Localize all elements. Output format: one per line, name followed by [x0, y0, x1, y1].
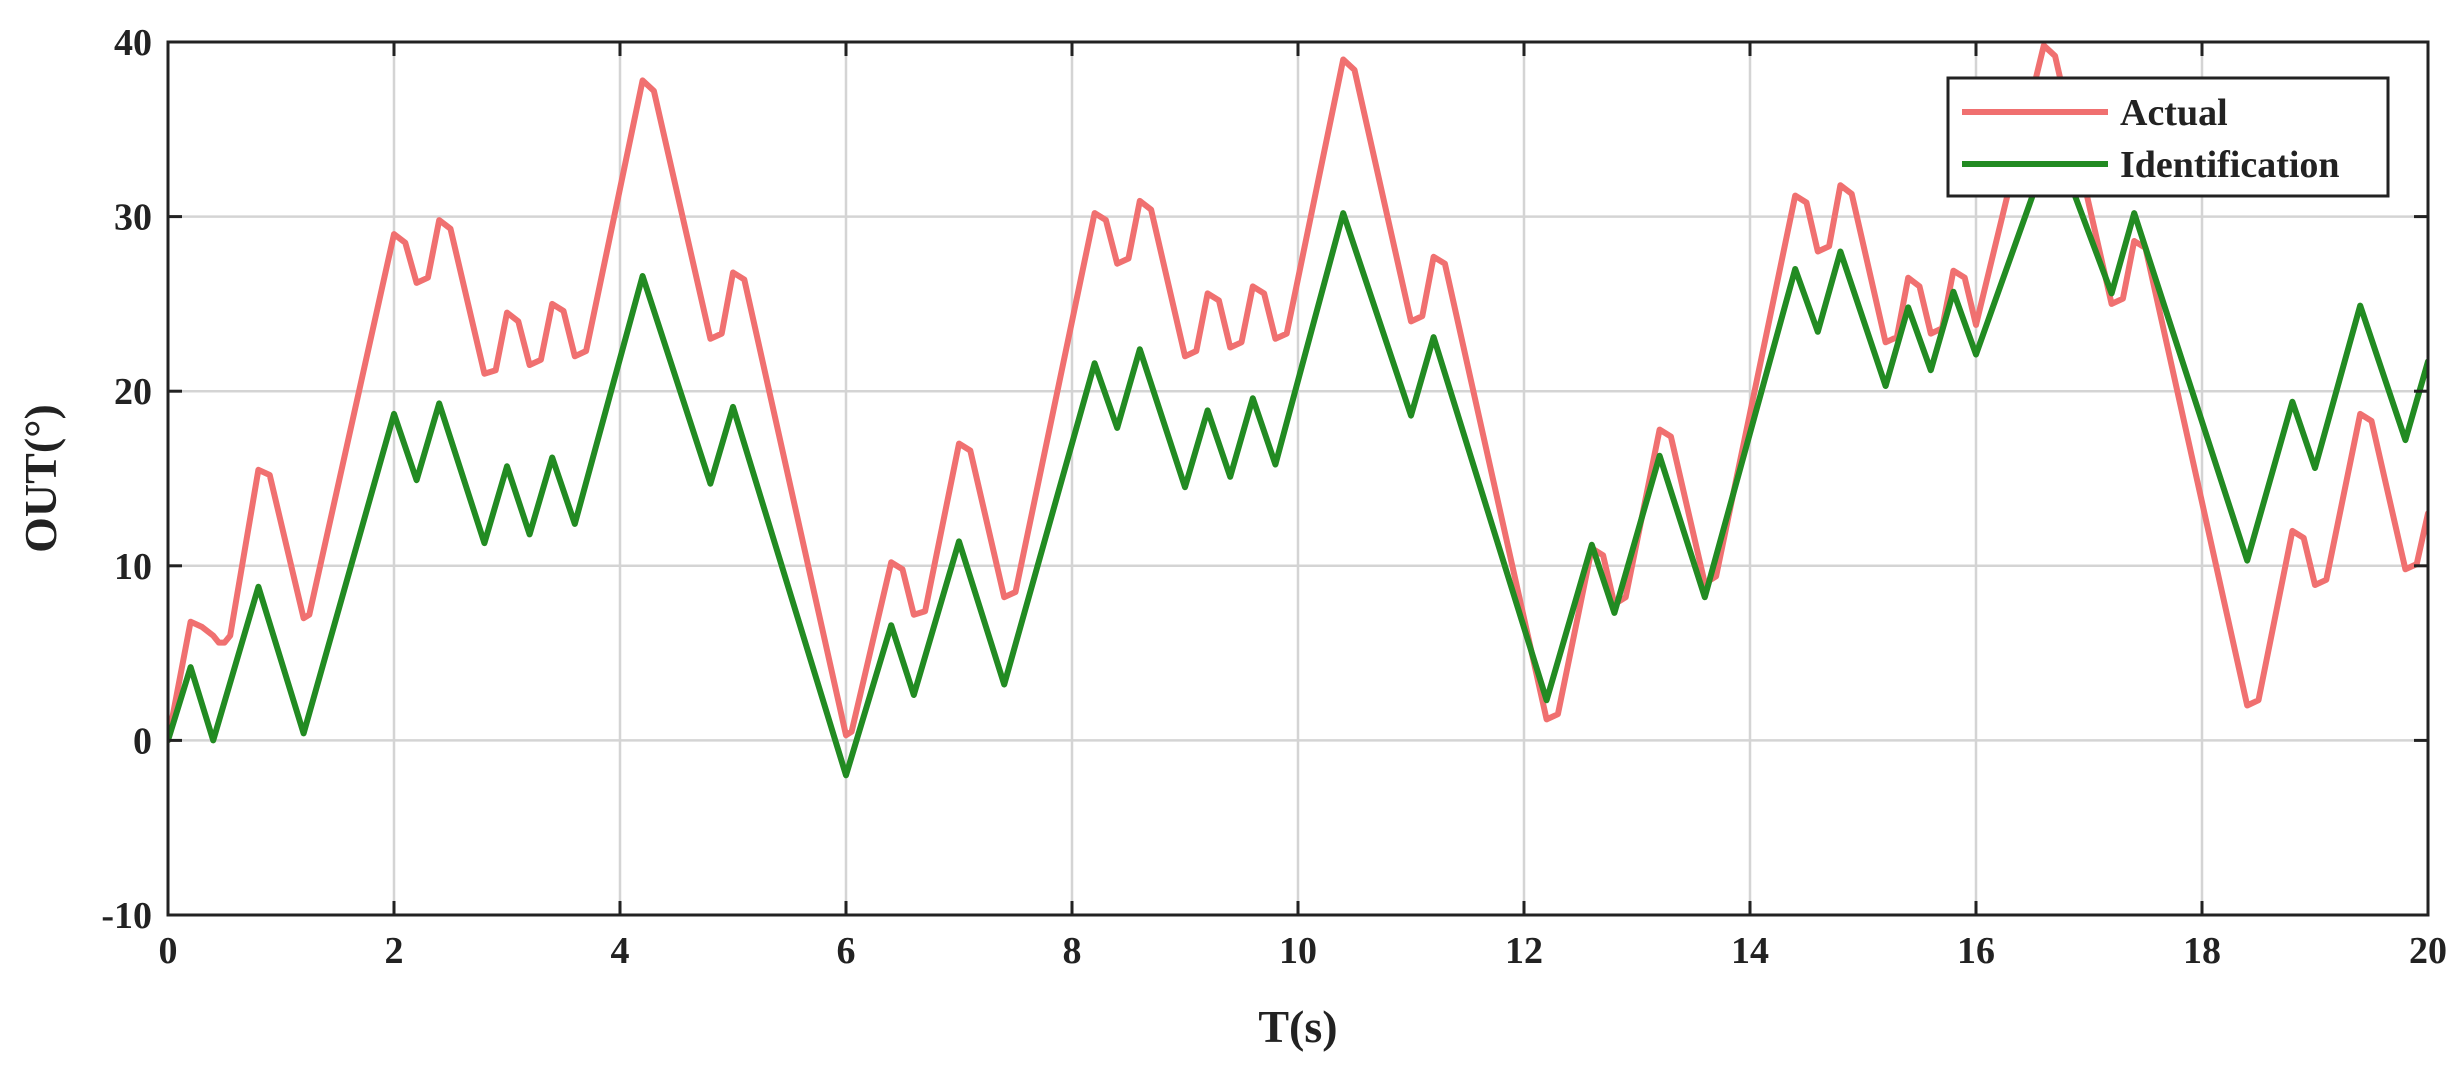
y-tick-label: 20 — [114, 371, 152, 413]
y-tick-label: 30 — [114, 197, 152, 239]
x-tick-label: 14 — [1731, 930, 1769, 972]
x-tick-label: 18 — [2183, 930, 2221, 972]
y-tick-label: 0 — [133, 720, 152, 762]
legend-box — [1946, 76, 2390, 198]
y-tick-label: 40 — [114, 22, 152, 64]
x-tick-label: 6 — [837, 930, 856, 972]
y-axis-label: OUT(°) — [15, 404, 66, 553]
x-tick-label: 8 — [1063, 930, 1082, 972]
x-axis-label: T(s) — [1258, 1001, 1337, 1052]
legend: Actual Identification — [1946, 76, 2390, 198]
x-tick-label: 4 — [611, 930, 630, 972]
y-tick-label: -10 — [101, 895, 152, 937]
x-tick-label: 12 — [1505, 930, 1543, 972]
x-tick-label: 10 — [1279, 930, 1317, 972]
tick-marks — [166, 40, 2430, 917]
x-tick-label: 20 — [2409, 930, 2447, 972]
x-tick-label: 2 — [385, 930, 404, 972]
x-tick-label: 16 — [1957, 930, 1995, 972]
series-line-actual — [168, 42, 2428, 744]
x-tick-label: 0 — [159, 930, 178, 972]
legend-label-identification: Identification — [2120, 144, 2340, 186]
legend-label-actual: Actual — [2120, 92, 2228, 134]
y-tick-label: 10 — [114, 546, 152, 588]
